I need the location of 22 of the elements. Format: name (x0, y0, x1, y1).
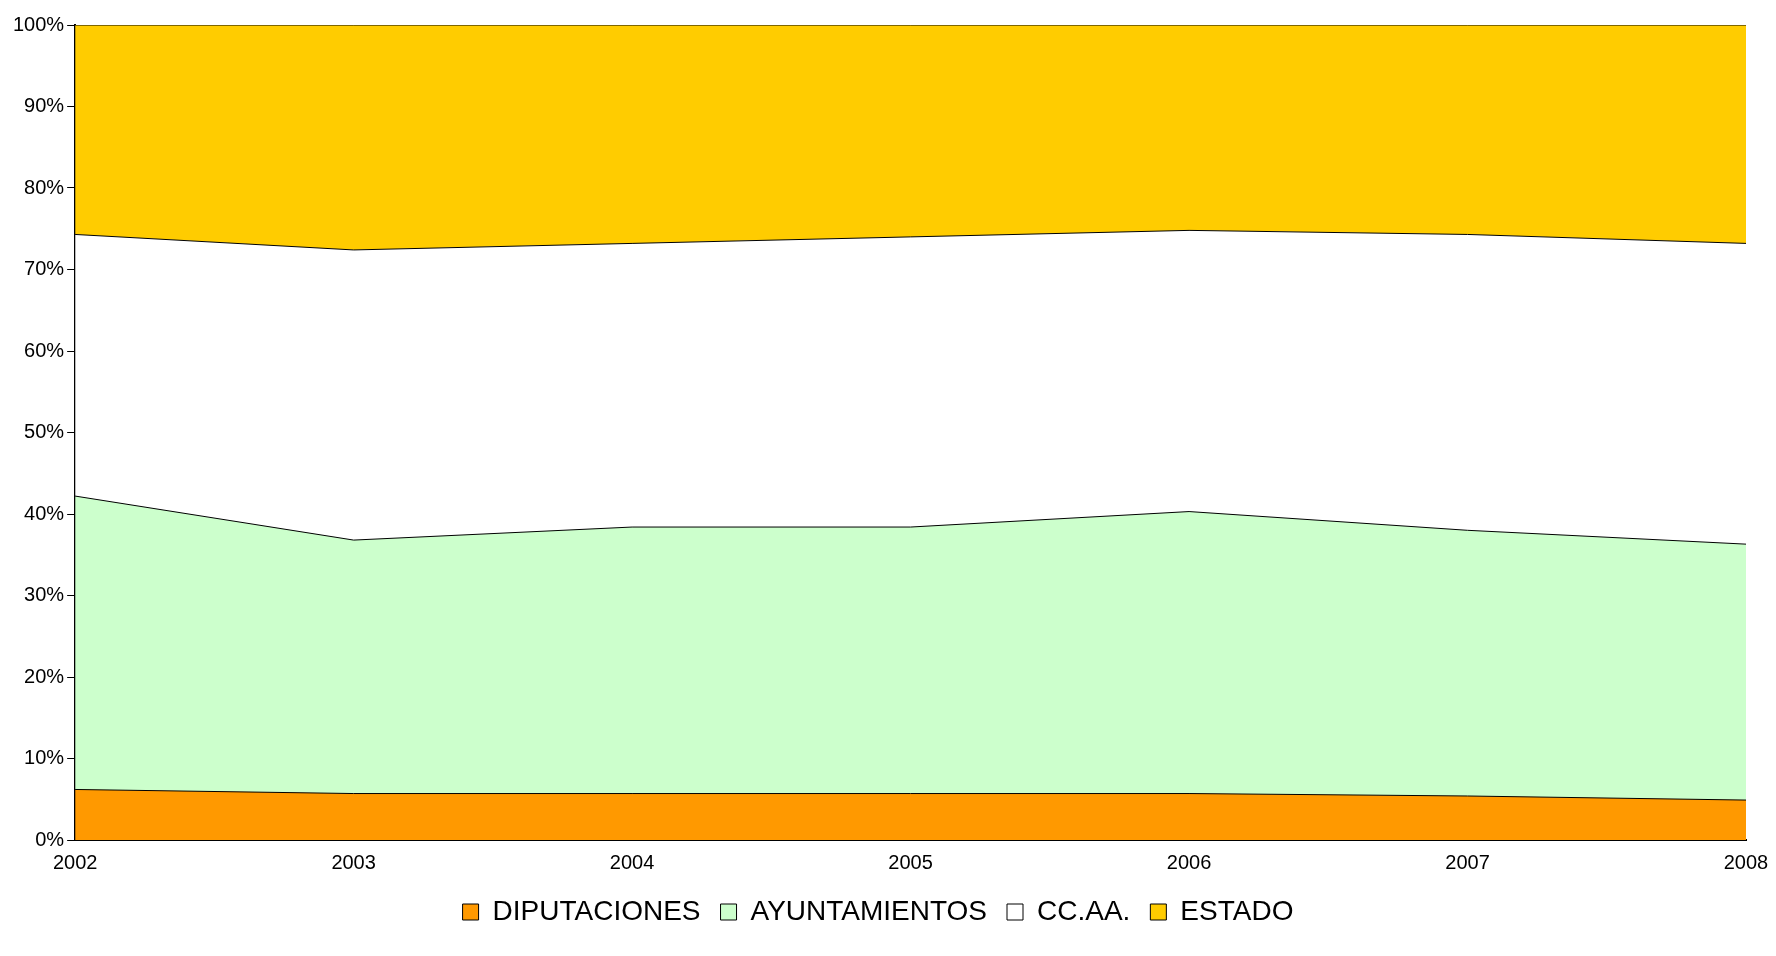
x-tick-label: 2005 (888, 850, 933, 873)
y-tick-label: 80% (24, 175, 65, 198)
legend-label: DIPUTACIONES (492, 894, 701, 926)
y-tick-label: 20% (24, 664, 65, 687)
legend-label: ESTADO (1180, 894, 1294, 926)
legend-label: CC.AA. (1037, 894, 1131, 926)
x-tick-label: 2006 (1166, 850, 1212, 873)
y-tick-label: 90% (24, 94, 65, 117)
y-tick-label: 0% (35, 827, 65, 850)
y-tick-label: 30% (24, 583, 65, 606)
y-tick-label: 50% (24, 420, 65, 443)
y-tick-label: 40% (24, 501, 65, 524)
x-tick-label: 2003 (331, 850, 376, 873)
x-tick-label: 2002 (52, 850, 98, 873)
legend-label: AYUNTAMIENTOS (750, 894, 988, 926)
y-tick-label: 10% (24, 746, 65, 769)
y-tick-label: 60% (24, 338, 65, 361)
x-tick-label: 2007 (1445, 850, 1490, 873)
x-tick-label: 2004 (609, 850, 655, 873)
y-tick-label: 70% (24, 257, 65, 280)
x-tick-label: 2008 (1723, 850, 1769, 873)
y-tick-label: 100% (13, 12, 65, 35)
